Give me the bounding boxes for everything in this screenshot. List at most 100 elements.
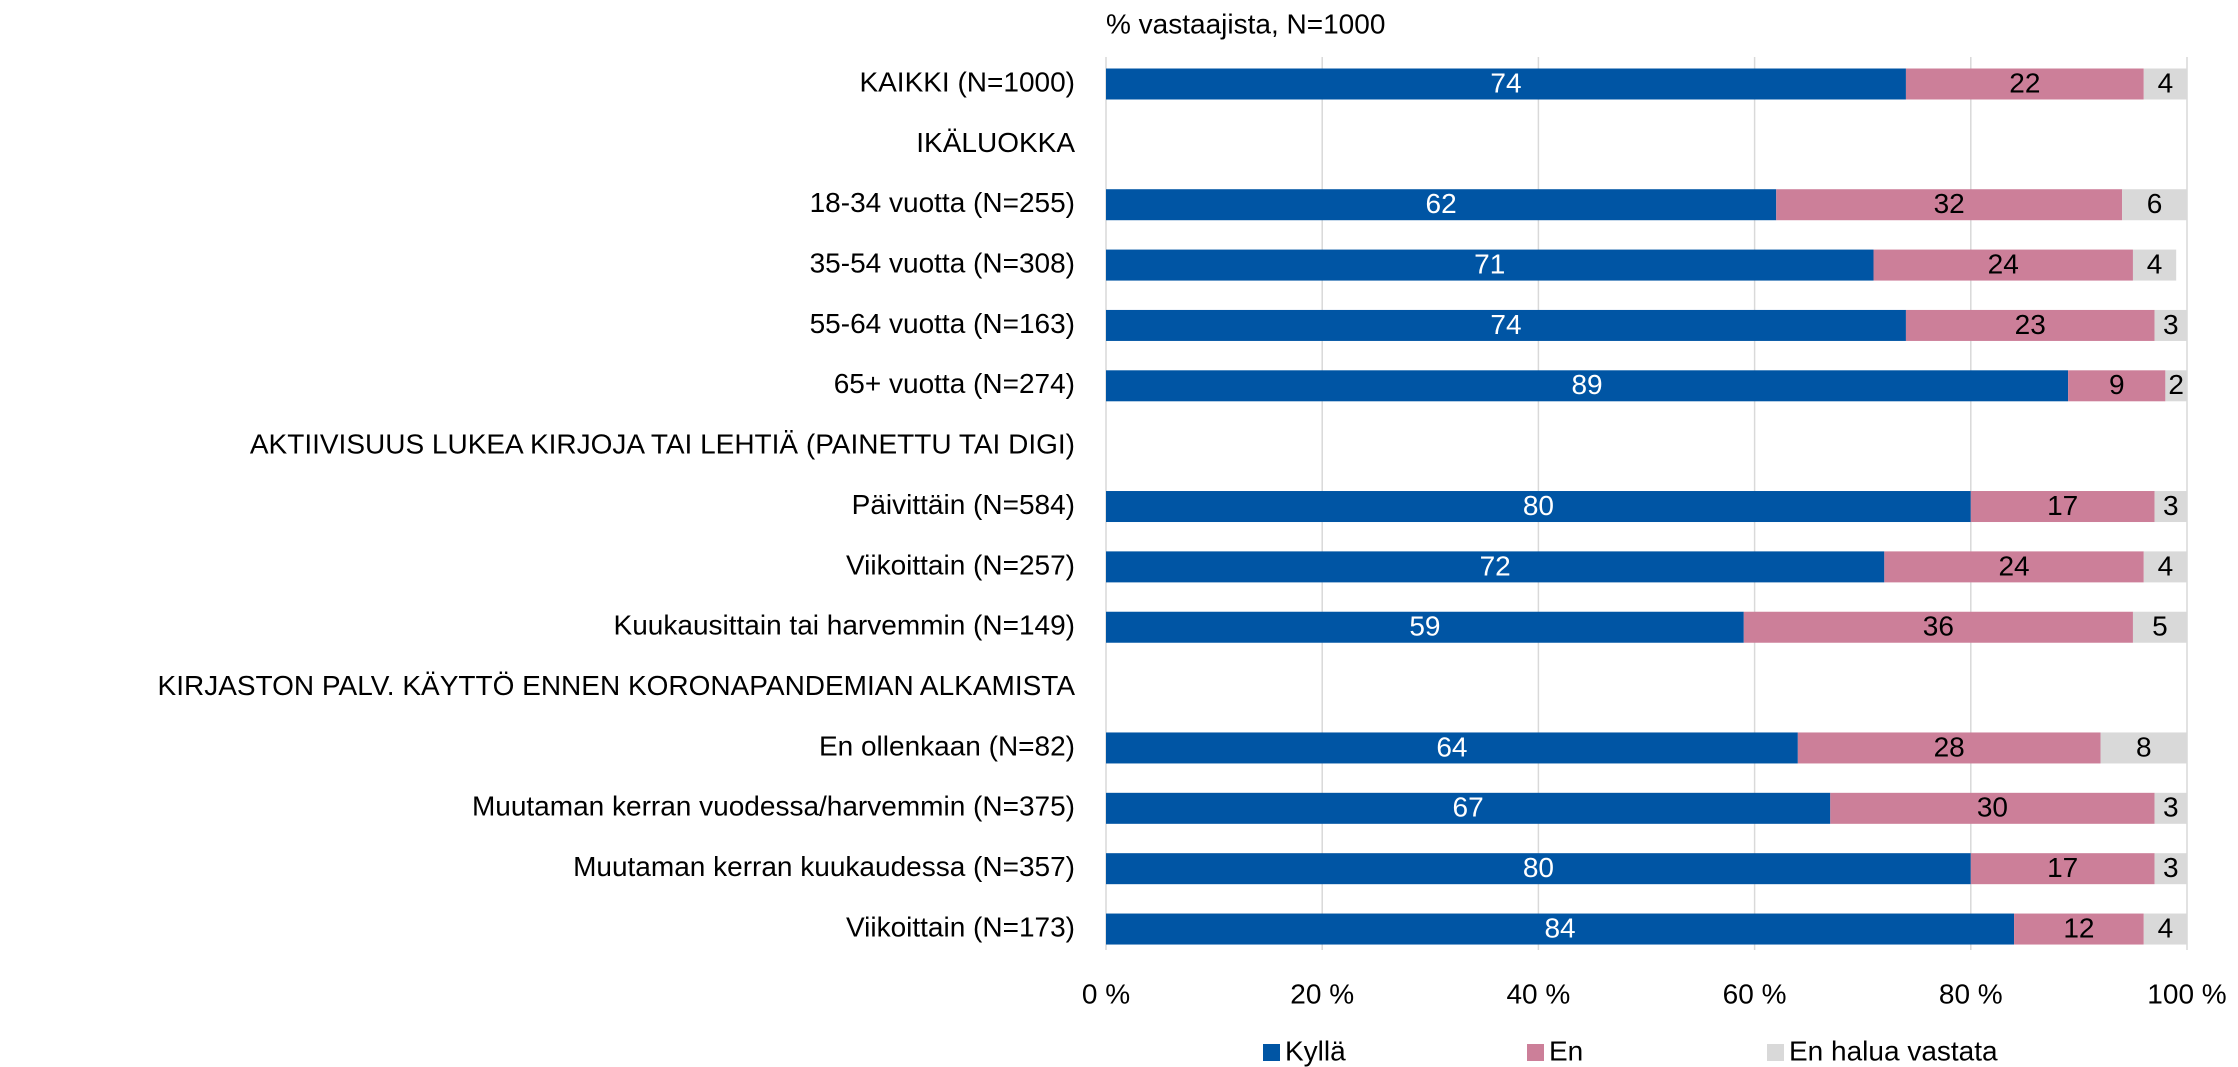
y-tick-label: En ollenkaan (N=82) [819,730,1075,761]
data-label: 17 [2047,490,2078,521]
data-label: 62 [1426,188,1457,219]
bar-segment [2143,551,2187,583]
legend-swatch [1263,1044,1280,1061]
legend-label: Kyllä [1285,1035,1346,1066]
bar-segment [2165,370,2187,402]
data-label: 3 [2163,852,2179,883]
legend-swatch [1527,1044,1544,1061]
y-tick-label: Kuukausittain tai harvemmin (N=149) [614,610,1075,641]
data-label: 5 [2152,611,2168,642]
bar-segment [1106,491,1971,523]
x-tick-label: 40 % [1506,978,1570,1009]
y-tick-label: AKTIIVISUUS LUKEA KIRJOJA TAI LEHTIÄ (PA… [250,429,1075,460]
y-tick-label: IKÄLUOKKA [916,127,1075,158]
bar-segment [2154,792,2187,824]
bar-segment [2132,249,2177,281]
x-tick-label: 80 % [1939,978,2003,1009]
bar-segment [1106,68,1906,100]
bar-segment [2132,611,2187,643]
y-tick-label: Muutaman kerran vuodessa/harvemmin (N=37… [472,791,1075,822]
data-label: 22 [2009,67,2040,98]
data-label: 64 [1436,731,1467,762]
bar-segment [1884,551,2144,583]
y-tick-label: Päivittäin (N=584) [852,489,1075,520]
y-tick-label: Viikoittain (N=173) [846,911,1075,942]
data-label: 30 [1977,792,2008,823]
bar-segment [2122,189,2187,221]
bar-segment [1970,491,2155,523]
y-tick-label: 55-64 vuotta (N=163) [810,308,1075,339]
data-label: 59 [1409,611,1440,642]
bar-segment [1106,732,1798,764]
data-label: 12 [2063,912,2094,943]
bar-segment [1970,853,2155,885]
data-label: 23 [2015,309,2046,340]
data-label: 89 [1571,369,1602,400]
bar-segment [1106,853,1971,885]
bar-segment [2154,309,2187,341]
bar-segment [1776,189,2123,221]
data-label: 71 [1474,248,1505,279]
bar-segment [1106,370,2069,402]
bar-segment [1106,913,2015,945]
data-label: 2 [2168,369,2184,400]
data-label: 80 [1523,490,1554,521]
bar-segment [1797,732,2101,764]
bar-segment [2068,370,2166,402]
data-label: 4 [2158,912,2174,943]
data-label: 17 [2047,852,2078,883]
y-tick-label: KAIKKI (N=1000) [859,66,1075,97]
data-label: 3 [2163,309,2179,340]
bar-segment [1106,792,1831,824]
bar-segment [2154,491,2187,523]
bar-segment [1905,68,2144,100]
legend-label: En halua vastata [1789,1035,1998,1066]
legend-label: En [1549,1035,1583,1066]
data-label: 8 [2136,731,2152,762]
bar-segment [1106,551,1885,583]
bar-segment [2143,913,2187,945]
bar-segment [1106,189,1777,221]
bar-segment [1905,309,2155,341]
data-label: 84 [1544,912,1575,943]
data-label: 67 [1453,792,1484,823]
y-tick-label: 65+ vuotta (N=274) [834,368,1075,399]
y-tick-label: 18-34 vuotta (N=255) [810,187,1075,218]
data-label: 6 [2147,188,2163,219]
legend-swatch [1767,1044,1784,1061]
x-tick-label: 100 % [2147,978,2226,1009]
y-tick-label: 35-54 vuotta (N=308) [810,247,1075,278]
data-label: 4 [2158,550,2174,581]
data-label: 36 [1923,611,1954,642]
data-label: 74 [1490,67,1521,98]
data-label: 4 [2147,248,2163,279]
x-tick-label: 0 % [1082,978,1130,1009]
bar-segment [2014,913,2144,945]
bar-segment [1873,249,2133,281]
x-tick-label: 20 % [1290,978,1354,1009]
data-label: 72 [1480,550,1511,581]
bar-segment [2154,853,2187,885]
data-label: 9 [2109,369,2125,400]
data-label: 32 [1934,188,1965,219]
bar-segment [1743,611,2133,643]
bar-segment [1106,309,1906,341]
y-tick-label: KIRJASTON PALV. KÄYTTÖ ENNEN KORONAPANDE… [158,670,1076,701]
data-label: 3 [2163,792,2179,823]
data-label: 28 [1934,731,1965,762]
data-label: 80 [1523,852,1554,883]
bar-segment [2100,732,2187,764]
data-label: 74 [1490,309,1521,340]
y-tick-label: Muutaman kerran kuukaudessa (N=357) [573,851,1075,882]
bar-segment [1106,249,1874,281]
bar-segment [1106,611,1744,643]
data-label: 3 [2163,490,2179,521]
data-label: 4 [2158,67,2174,98]
bar-segment [1830,792,2155,824]
x-tick-label: 60 % [1723,978,1787,1009]
chart-title: % vastaajista, N=1000 [1106,8,1385,39]
y-tick-label: Viikoittain (N=257) [846,549,1075,580]
bar-segment [2143,68,2187,100]
data-label: 24 [1988,248,2019,279]
